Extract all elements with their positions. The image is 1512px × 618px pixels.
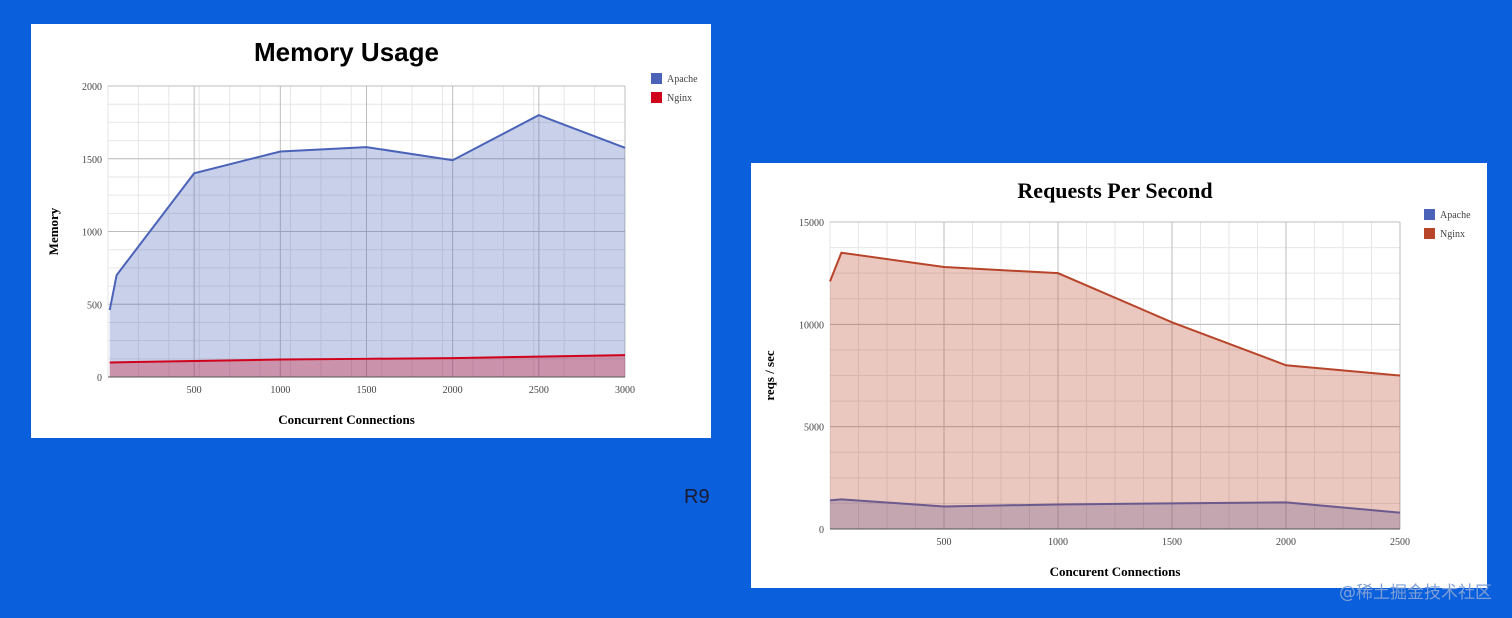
series-area-nginx — [830, 252, 1400, 529]
series-line-nginx — [109, 354, 626, 364]
legend-swatch-apache — [651, 73, 662, 84]
x-tick-label: 3000 — [615, 385, 635, 396]
legend-swatch-nginx — [651, 92, 662, 103]
y-tick-label: 15000 — [799, 218, 824, 229]
legend-label-apache: Apache — [667, 74, 698, 85]
series-line-apache — [108, 114, 626, 311]
requests-per-second-chart: Requests Per Second 500 1000 1500 2000 2500 0 5… — [751, 163, 1487, 588]
x-tick-label: 500 — [937, 537, 952, 548]
legend-label-nginx: Nginx — [1440, 229, 1465, 240]
x-tick-label: 1000 — [1048, 537, 1068, 548]
x-tick-label: 2500 — [529, 385, 549, 396]
series-line-apache — [829, 498, 1401, 514]
y-axis-label: Memory — [46, 207, 61, 255]
x-tick-label: 2000 — [443, 385, 463, 396]
series-line-nginx — [829, 251, 1401, 377]
legend-swatch-apache — [1424, 209, 1435, 220]
x-tick-label: 1500 — [1162, 537, 1182, 548]
legend-label-apache: Apache — [1440, 210, 1471, 221]
y-tick-label: 2000 — [82, 82, 102, 93]
x-tick-label: 2000 — [1276, 537, 1296, 548]
requests-per-second-svg: Requests Per Second 500 1000 1500 2000 2500 0 5… — [762, 178, 1471, 579]
y-tick-label: 1500 — [82, 155, 102, 166]
x-tick-label: 1000 — [270, 385, 290, 396]
y-tick-label: 500 — [87, 300, 102, 311]
y-tick-label: 0 — [819, 525, 824, 536]
memory-usage-chart: Memory Usage 500 1000 1500 2000 2500 3000 0 500 1… — [31, 24, 711, 438]
memory-usage-svg: Memory Usage 500 1000 1500 2000 2500 3000 0 500 1… — [46, 37, 698, 427]
series-area-apache — [109, 115, 626, 377]
chart-title: Memory Usage — [254, 37, 439, 67]
chart-title: Requests Per Second — [1017, 178, 1212, 203]
y-axis-label: reqs / sec — [762, 350, 777, 401]
y-tick-label: 10000 — [799, 320, 824, 331]
legend-swatch-nginx — [1424, 228, 1435, 239]
watermark: @稀土掘金技术社区 — [1339, 583, 1492, 603]
slide-label: R9 — [684, 486, 710, 508]
grid — [107, 85, 626, 378]
x-tick-label: 500 — [187, 385, 202, 396]
x-axis-label: Concurent Connections — [1050, 564, 1181, 579]
x-tick-label: 1500 — [357, 385, 377, 396]
y-tick-label: 5000 — [804, 423, 824, 434]
x-tick-label: 2500 — [1390, 537, 1410, 548]
y-tick-label: 0 — [97, 373, 102, 384]
y-tick-label: 1000 — [82, 228, 102, 239]
legend-label-nginx: Nginx — [667, 93, 692, 104]
x-axis-label: Concurrent Connections — [278, 412, 415, 427]
